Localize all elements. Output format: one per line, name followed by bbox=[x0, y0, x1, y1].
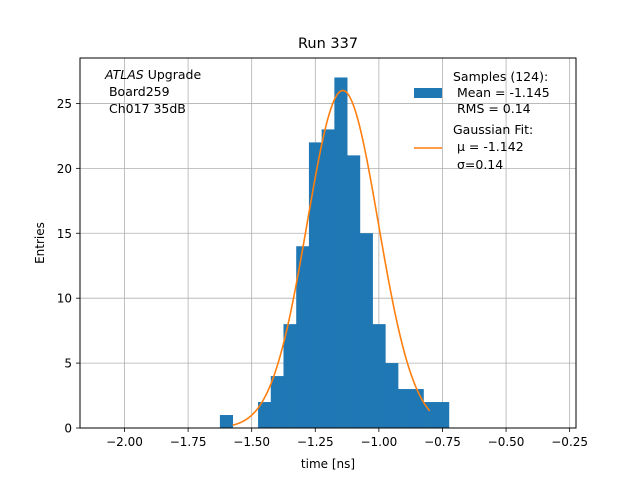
gaussian-fit-curve bbox=[232, 89, 431, 426]
histogram-bar bbox=[347, 155, 361, 429]
legend-fit-line-3: σ=0.14 bbox=[453, 157, 503, 172]
annotation-line-1: ATLAS Upgrade bbox=[104, 67, 201, 82]
histogram-bar bbox=[270, 376, 284, 428]
axis-ticks: −2.00 −1.75 −1.50 −1.25 −1.00 −0.75 −0.50 −0.25… bbox=[57, 97, 588, 449]
y-tick-label: 5 bbox=[64, 357, 72, 371]
y-tick-label: 20 bbox=[57, 162, 72, 176]
histogram-bar bbox=[258, 402, 272, 428]
legend-fit-line-1: Gaussian Fit: bbox=[453, 122, 533, 137]
legend: Samples (124): Mean = -1.145 RMS = 0.14 … bbox=[414, 69, 550, 172]
legend-samples-line-1: Samples (124): bbox=[453, 69, 548, 84]
histogram-bar bbox=[308, 142, 323, 428]
plot-frame bbox=[79, 57, 577, 429]
x-tick-label: −1.75 bbox=[170, 435, 207, 449]
histogram-bar bbox=[321, 129, 335, 428]
y-tick-label: 10 bbox=[57, 292, 72, 306]
x-tick-label: −0.75 bbox=[424, 435, 461, 449]
x-tick-label: −2.00 bbox=[106, 435, 143, 449]
x-tick-label: −1.00 bbox=[360, 435, 397, 449]
x-tick-label: −1.50 bbox=[233, 435, 270, 449]
annotation-upgrade: Upgrade bbox=[144, 67, 202, 82]
x-tick-label: −0.50 bbox=[488, 435, 525, 449]
annotation: ATLAS Upgrade Board259 Ch017 35dB bbox=[104, 67, 201, 116]
annotation-line-3: Ch017 35dB bbox=[105, 101, 186, 116]
annotation-atlas: ATLAS bbox=[104, 67, 144, 82]
y-tick-label: 15 bbox=[57, 227, 72, 241]
histogram-bar bbox=[385, 363, 399, 428]
x-tick-label: −0.25 bbox=[551, 435, 588, 449]
histogram-bar bbox=[423, 402, 437, 428]
histogram-bar bbox=[372, 324, 386, 428]
fit-curve-layer bbox=[232, 89, 431, 426]
x-axis-label: time [ns] bbox=[301, 457, 355, 471]
annotation-line-2: Board259 bbox=[105, 84, 170, 99]
histogram-bar bbox=[219, 415, 234, 428]
y-tick-label: 0 bbox=[64, 422, 72, 436]
y-tick-label: 25 bbox=[57, 97, 72, 111]
chart-title: Run 337 bbox=[298, 36, 358, 52]
histogram-bar bbox=[410, 389, 424, 428]
histogram-bars bbox=[219, 77, 450, 429]
legend-samples-line-2: Mean = -1.145 bbox=[453, 85, 550, 100]
legend-fit-line-2: μ = -1.142 bbox=[453, 139, 524, 154]
histogram-bar bbox=[359, 233, 373, 428]
histogram-bar bbox=[436, 402, 450, 428]
histogram-bar bbox=[296, 246, 310, 428]
histogram-bar bbox=[397, 389, 412, 428]
histogram-bar bbox=[283, 324, 297, 428]
x-tick-label: −1.25 bbox=[297, 435, 334, 449]
legend-samples-line-3: RMS = 0.14 bbox=[453, 101, 531, 116]
legend-samples-swatch bbox=[414, 88, 442, 98]
y-axis-label: Entries bbox=[33, 222, 47, 264]
histogram-bar bbox=[334, 77, 348, 428]
